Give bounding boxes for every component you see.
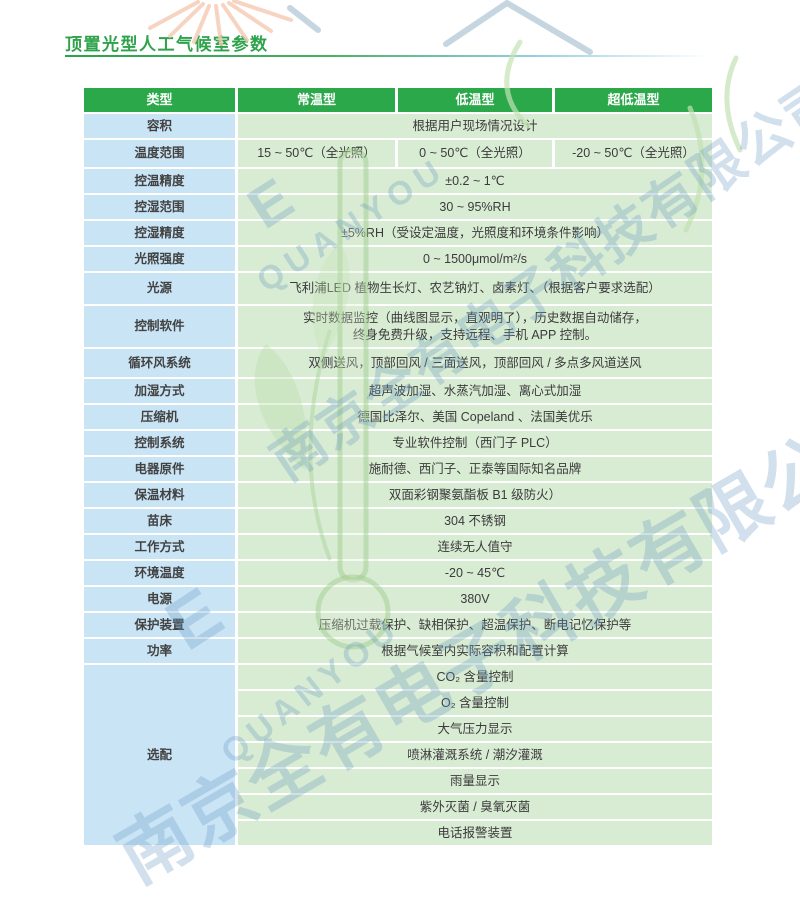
row-label-air-circulation: 循环风系统	[84, 349, 235, 377]
row-label-humidity-accuracy: 控湿精度	[84, 221, 235, 245]
row-label-volume: 容积	[84, 114, 235, 138]
row-value-insulation-material: 双面彩钢聚氨酯板 B1 级防火）	[238, 483, 712, 507]
row-label-control-software: 控制软件	[84, 306, 235, 347]
row-value-power-supply: 380V	[238, 587, 712, 611]
row-value-humidity-accuracy: ±5%RH（受设定温度，光照度和环境条件影响）	[238, 221, 712, 245]
row-label-compressor: 压缩机	[84, 405, 235, 429]
control-software-line2: 终身免费升级，支持远程、手机 APP 控制。	[352, 327, 598, 342]
row-value-ambient-temp: -20 ~ 45℃	[238, 561, 712, 585]
row-label-power-supply: 电源	[84, 587, 235, 611]
row-value-temp-range-ultra-low: -20 ~ 50℃（全光照）	[555, 140, 712, 167]
option-pressure-display: 大气压力显示	[238, 717, 712, 741]
col-header-low-temp: 低温型	[398, 88, 552, 112]
row-label-electrical-components: 电器原件	[84, 457, 235, 481]
row-value-temp-range-normal: 15 ~ 50℃（全光照）	[238, 140, 395, 167]
row-label-temp-range: 温度范围	[84, 140, 235, 167]
page-title: 顶置光型人工气候室参数	[65, 35, 269, 54]
row-value-temp-accuracy: ±0.2 ~ 1℃	[238, 169, 712, 193]
row-label-light-source: 光源	[84, 273, 235, 304]
row-value-temp-range-low: 0 ~ 50℃（全光照）	[398, 140, 552, 167]
row-label-power-rating: 功率	[84, 639, 235, 663]
row-value-light-source: 飞利浦LED 植物生长灯、农艺钠灯、卤素灯、（根据客户要求选配）	[238, 273, 712, 304]
row-label-working-mode: 工作方式	[84, 535, 235, 559]
option-o2-control: O₂ 含量控制	[238, 691, 712, 715]
row-label-temp-accuracy: 控温精度	[84, 169, 235, 193]
option-irrigation: 喷淋灌溉系统 / 潮汐灌溉	[238, 743, 712, 767]
option-co2-control: CO₂ 含量控制	[238, 665, 712, 689]
row-label-options: 选配	[84, 665, 235, 845]
col-header-ultra-low-temp: 超低温型	[555, 88, 712, 112]
row-label-humidity-range: 控湿范围	[84, 195, 235, 219]
col-header-type: 类型	[84, 88, 235, 112]
row-value-protection-devices: 压缩机过载保护、缺相保护、超温保护、断电记忆保护等	[238, 613, 712, 637]
row-value-compressor: 德国比泽尔、美国 Copeland 、法国美优乐	[238, 405, 712, 429]
row-label-seedbed: 苗床	[84, 509, 235, 533]
row-value-air-circulation: 双侧送风，顶部回风 / 三面送风，顶部回风 / 多点多风道送风	[238, 349, 712, 377]
row-value-power-rating: 根据气候室内实际容积和配置计算	[238, 639, 712, 663]
spec-table: 类型 常温型 低温型 超低温型 容积 根据用户现场情况设计 温度范围 15 ~ …	[84, 88, 712, 845]
row-value-seedbed: 304 不锈钢	[238, 509, 712, 533]
row-value-humidification: 超声波加湿、水蒸汽加湿、离心式加湿	[238, 379, 712, 403]
option-sterilization: 紫外灭菌 / 臭氧灭菌	[238, 795, 712, 819]
option-phone-alarm: 电话报警装置	[238, 821, 712, 845]
row-label-ambient-temp: 环境温度	[84, 561, 235, 585]
row-label-humidification: 加湿方式	[84, 379, 235, 403]
row-label-light-intensity: 光照强度	[84, 247, 235, 271]
option-rainfall-display: 雨量显示	[238, 769, 712, 793]
row-value-humidity-range: 30 ~ 95%RH	[238, 195, 712, 219]
row-label-control-system: 控制系统	[84, 431, 235, 455]
row-value-light-intensity: 0 ~ 1500μmol/m²/s	[238, 247, 712, 271]
col-header-normal-temp: 常温型	[238, 88, 395, 112]
row-value-volume: 根据用户现场情况设计	[238, 114, 712, 138]
row-label-insulation-material: 保温材料	[84, 483, 235, 507]
row-value-control-system: 专业软件控制（西门子 PLC）	[238, 431, 712, 455]
row-value-control-software: 实时数据监控（曲线图显示，直观明了），历史数据自动储存， 终身免费升级，支持远程…	[238, 306, 712, 347]
row-value-working-mode: 连续无人值守	[238, 535, 712, 559]
row-label-protection-devices: 保护装置	[84, 613, 235, 637]
row-value-electrical-components: 施耐德、西门子、正泰等国际知名品牌	[238, 457, 712, 481]
title-underline	[65, 55, 712, 57]
zigzag-line-icon	[287, 0, 593, 55]
control-software-line1: 实时数据监控（曲线图显示，直观明了），历史数据自动储存，	[303, 310, 647, 325]
